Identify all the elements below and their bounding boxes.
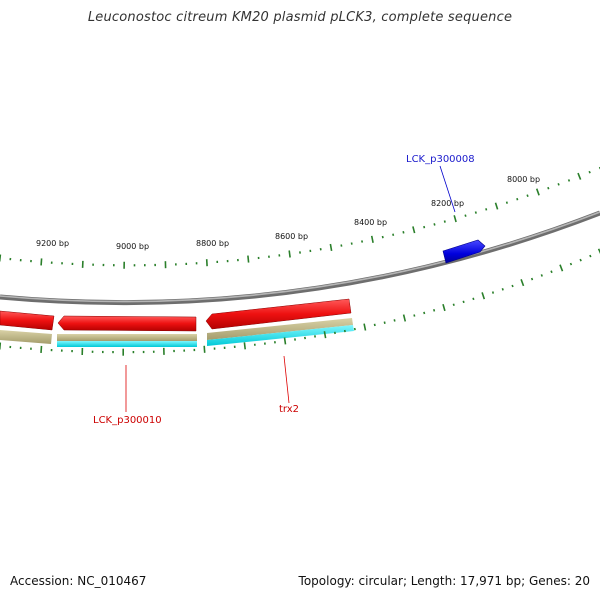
scale-tick [579,258,582,262]
scale-tick [370,235,374,243]
scale-tick [433,308,436,312]
scale-label-8200: 8200 bp [431,199,464,208]
scale-tick [283,337,287,345]
scale-tick [442,303,446,312]
scale-tick [373,323,376,327]
scale-label-8400: 8400 bp [354,218,387,227]
scale-tick [413,314,416,317]
scale-tick [547,186,550,190]
scale-label-8600: 8600 bp [275,232,308,241]
scale-tick [494,202,499,210]
scale-tick [443,220,446,223]
scale-tick [412,226,416,234]
scale-tick [381,235,384,239]
scale-tick [433,223,436,226]
gene-label-leaders [125,165,456,412]
scale-tick [402,231,405,234]
scale-tick [520,279,525,287]
scale-tick [481,292,486,300]
inner-scale-ticks [0,248,600,356]
scale-tick [505,201,508,204]
cyan-track [57,325,354,347]
scale-tick [423,311,426,315]
map-title: Leuconostoc citreum KM20 plasmid pLCK3, … [87,10,513,25]
plasmid-backbone [0,210,600,306]
scale-tick [550,270,553,274]
scale-tick [423,225,426,229]
scale-label-8800: 8800 bp [196,239,229,248]
scale-tick [464,214,467,217]
scale-tick [526,194,529,197]
gene-reverse-segment-1[interactable] [0,310,55,331]
scale-tick [530,277,534,281]
outer-scale-ticks [0,166,600,269]
scale-tick [557,183,560,186]
gene-label-lck-p300010[interactable]: LCK_p300010 [93,415,162,426]
gene-label-lck-p300008[interactable]: LCK_p300008 [406,154,475,165]
scale-tick [323,331,327,339]
scale-label-9000: 9000 bp [116,242,149,251]
gene-label-trx2[interactable]: trx2 [279,404,299,415]
scale-tick [462,300,465,304]
reverse-gene-track [0,298,352,332]
topology-summary: Topology: circular; Length: 17,971 bp; G… [298,574,590,588]
scale-tick [452,303,455,307]
scale-tick [247,255,250,263]
scale-tick [40,345,43,353]
scale-tick [243,342,246,350]
scale-tick [392,233,395,236]
gene-reverse-trx2[interactable] [205,298,352,330]
scale-tick [535,188,540,196]
scale-tick [40,258,43,266]
scale-tick [511,284,514,288]
scale-tick [501,288,504,291]
scale-tick [559,264,564,272]
scale-tick [577,172,582,180]
cds-track [0,318,353,344]
scale-tick [402,314,407,322]
accession-label: Accession: NC_010467 [10,574,147,588]
scale-tick [363,323,367,331]
scale-tick [597,248,600,254]
gene-forward-lck-p300008[interactable] [442,239,486,264]
scale-tick [491,291,495,294]
scale-label-9200: 9200 bp [36,239,69,248]
scale-tick [353,327,356,331]
scale-tick [472,297,475,301]
scale-tick [383,321,386,324]
scale-tick [453,215,457,223]
scale-tick [567,179,571,182]
scale-tick [516,197,519,201]
scale-tick [485,208,488,211]
scale-tick [329,243,333,252]
scale-tick [540,274,543,277]
scale-tick [588,170,591,174]
scale-tick [474,211,477,214]
scale-tick [393,319,396,322]
scale-label-8000: 8000 bp [507,175,540,184]
scale-tick [589,254,592,258]
scale-tick [569,262,573,266]
scale-labels: 9200 bp 9000 bp 8800 bp 8600 bp 8400 bp … [36,175,540,251]
scale-tick [361,240,364,243]
scale-tick [288,250,291,258]
gene-reverse-lck-p300010[interactable] [57,315,197,332]
scale-tick [203,345,206,353]
